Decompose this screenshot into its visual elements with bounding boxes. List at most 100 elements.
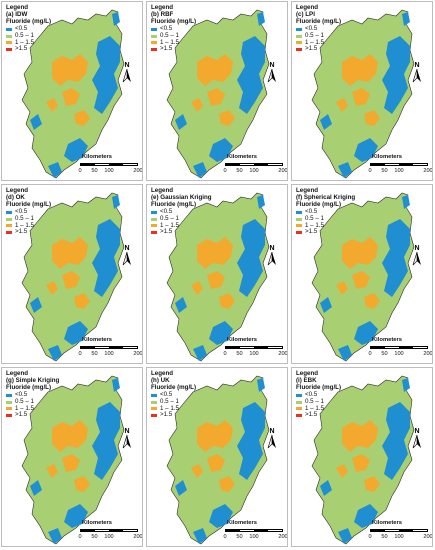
region-1-1.5: [207, 88, 225, 106]
legend-item: >1.5: [6, 229, 51, 236]
scale-ticks: 0 50 100 200: [360, 534, 433, 542]
legend-item-label: 1 – 1.5: [305, 221, 324, 229]
scale-ticks: 0 50 100 200: [360, 168, 432, 176]
legend-swatch: [151, 210, 157, 214]
north-arrow-icon: N: [267, 62, 276, 83]
legend-item-label: 0.5 – 1: [15, 31, 34, 39]
north-arrow-icon: N: [122, 62, 131, 83]
scale-tick-label: 200: [133, 168, 143, 174]
method-label: (e) Gaussian Kriging: [151, 193, 212, 201]
region-1-1.5: [219, 476, 235, 492]
method-label: (b) RBF: [151, 10, 174, 18]
legend-item-label: 1 – 1.5: [15, 221, 34, 229]
legend-swatch: [296, 407, 302, 411]
legend-title: Legend: [151, 4, 174, 11]
region-1-1.5: [74, 110, 90, 126]
legend-item-label: 1 – 1.5: [15, 38, 34, 46]
region-lt-0.5: [64, 321, 88, 345]
method-label: (g) Simple Kriging: [6, 376, 60, 384]
legend-item-label: >1.5: [15, 228, 28, 236]
unit-label: Fluoride (mg/L): [6, 383, 52, 391]
region-lt-0.5: [354, 504, 378, 528]
scale-tick-label: 0: [223, 168, 227, 174]
scale-tick-label: 100: [104, 168, 114, 174]
scale-bar-graphic: [370, 529, 428, 532]
legend-swatch: [151, 407, 157, 411]
region-lt-0.5: [30, 114, 42, 130]
scale-tick-label: 50: [91, 168, 98, 174]
north-label: N: [124, 62, 129, 69]
region-lt-0.5: [193, 528, 207, 544]
region-lt-0.5: [320, 480, 332, 496]
legend-item-label: <0.5: [305, 390, 318, 398]
region-lt-0.5: [382, 219, 410, 297]
legend-item: 1 – 1.5: [151, 222, 212, 230]
legend-swatch: [151, 34, 157, 38]
legend-item-label: 1 – 1.5: [15, 404, 34, 412]
region-lt-0.5: [48, 162, 62, 178]
legend-swatch: [151, 224, 157, 228]
legend-swatch: [151, 41, 157, 45]
region-lt-0.5: [320, 297, 332, 313]
region-lt-0.5: [64, 504, 88, 528]
legend-item-label: <0.5: [305, 207, 318, 215]
legend-item-label: 0.5 – 1: [305, 214, 324, 222]
scale-bar-graphic: [370, 346, 428, 349]
scale-bar: Kilometers 0 50 100 200: [70, 337, 142, 363]
legend-swatch: [6, 400, 12, 404]
legend-item-label: 0.5 – 1: [305, 397, 324, 405]
scale-bar-graphic: [225, 346, 283, 349]
region-1-1.5: [62, 88, 80, 106]
north-arrow-icon: N: [412, 62, 421, 83]
region-lt-0.5: [320, 114, 332, 130]
region-lt-0.5: [382, 402, 410, 480]
unit-label: Fluoride (mg/L): [151, 383, 197, 391]
scale-tick-label: 200: [423, 534, 433, 540]
scale-tick-label: 0: [368, 534, 372, 540]
scale-tick-label: 50: [91, 534, 98, 540]
legend-item: <0.5: [296, 24, 341, 33]
legend-item: <0.5: [296, 207, 355, 216]
legend-item-label: <0.5: [305, 24, 318, 32]
legend-item: <0.5: [6, 391, 59, 399]
region-1-1.5: [364, 293, 380, 309]
scale-bar-graphic: [225, 163, 283, 166]
legend-item-label: 0.5 – 1: [305, 31, 324, 39]
map-panel: Legend (e) Gaussian Kriging Fluoride (mg/L…: [146, 184, 288, 364]
legend-item: 0.5 – 1: [151, 32, 196, 40]
legend: Legend (f) Spherical Kriging Fluoride (mg/…: [296, 187, 355, 236]
method-label: (c) LPI: [296, 10, 315, 18]
region-1-1.5: [52, 54, 88, 86]
legend-title: Legend: [151, 187, 174, 194]
legend-item: 0.5 – 1: [296, 31, 341, 40]
legend-swatch: [6, 48, 12, 52]
legend-title: Legend: [296, 4, 319, 11]
scale-tick-label: 200: [423, 351, 433, 357]
scale-ticks: 0 50 100 200: [215, 351, 287, 359]
legend-item: 0.5 – 1: [296, 214, 355, 223]
region-lt-0.5: [382, 36, 410, 114]
map-panel: Legend (g) Simple Kriging Fluoride (mg/L) <…: [1, 367, 143, 547]
scale-ticks: 0 50 100 200: [70, 168, 143, 176]
region-lt-0.5: [48, 345, 62, 361]
region-1-1.5: [62, 454, 80, 472]
scale-bar: Kilometers 0 50 100 200: [70, 520, 142, 546]
legend-swatch: [6, 217, 12, 221]
scale-bar: Kilometers 0 50 100 200: [360, 520, 432, 546]
legend-swatch: [6, 210, 12, 214]
legend-item: 0.5 – 1: [6, 31, 51, 40]
region-lt-0.5: [92, 219, 120, 297]
legend-swatch: [296, 34, 302, 38]
north-label: N: [124, 245, 129, 252]
scale-tick-label: 100: [249, 168, 259, 174]
region-1-1.5: [352, 88, 370, 106]
scale-ticks: 0 50 100 200: [360, 351, 433, 359]
legend-item: <0.5: [151, 208, 212, 216]
legend-title: Legend: [296, 370, 319, 377]
legend-item-label: <0.5: [15, 24, 28, 32]
